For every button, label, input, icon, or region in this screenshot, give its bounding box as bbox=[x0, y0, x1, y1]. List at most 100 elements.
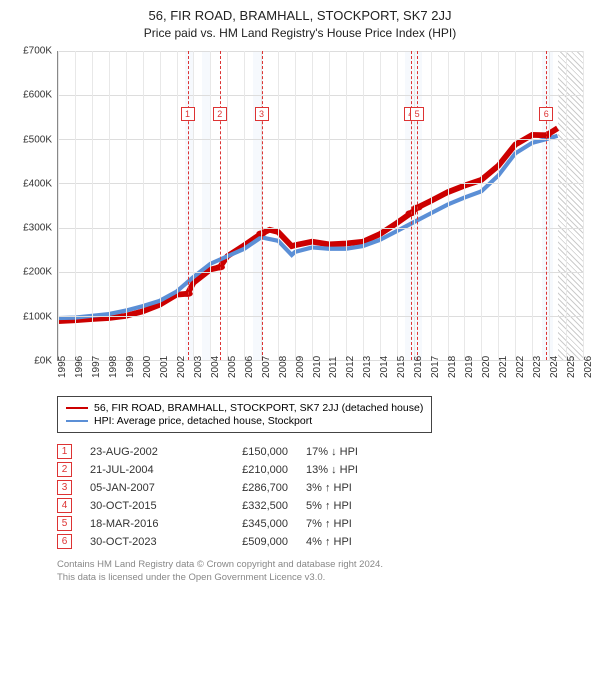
x-tick-label: 1999 bbox=[125, 356, 136, 378]
tx-badge: 1 bbox=[57, 444, 72, 459]
footer-line-1: Contains HM Land Registry data © Crown c… bbox=[57, 559, 588, 572]
marker-badge: 3 bbox=[255, 107, 269, 121]
gridline-v bbox=[515, 51, 516, 360]
gridline-v bbox=[397, 51, 398, 360]
y-tick-label: £400K bbox=[23, 178, 52, 189]
footer-attribution: Contains HM Land Registry data © Crown c… bbox=[57, 559, 588, 585]
gridline-v bbox=[143, 51, 144, 360]
gridline-h bbox=[58, 316, 583, 317]
x-tick-label: 2009 bbox=[295, 356, 306, 378]
gridline-v bbox=[126, 51, 127, 360]
y-tick-label: £500K bbox=[23, 134, 52, 145]
marker-badge: 2 bbox=[213, 107, 227, 121]
x-tick-label: 2018 bbox=[447, 356, 458, 378]
transaction-row: 221-JUL-2004£210,00013% ↓ HPI bbox=[57, 462, 588, 477]
legend: 56, FIR ROAD, BRAMHALL, STOCKPORT, SK7 2… bbox=[57, 396, 432, 433]
gridline-v bbox=[346, 51, 347, 360]
x-tick-label: 2000 bbox=[142, 356, 153, 378]
x-tick-label: 2006 bbox=[244, 356, 255, 378]
gridline-v bbox=[109, 51, 110, 360]
x-tick-label: 2016 bbox=[413, 356, 424, 378]
gridline-v bbox=[75, 51, 76, 360]
x-tick-label: 2026 bbox=[583, 356, 594, 378]
tx-price: £150,000 bbox=[208, 446, 288, 458]
gridline-v bbox=[498, 51, 499, 360]
gridline-v bbox=[278, 51, 279, 360]
gridline-v bbox=[92, 51, 93, 360]
series-subject bbox=[58, 128, 558, 321]
x-tick-label: 1996 bbox=[74, 356, 85, 378]
marker-badge: 1 bbox=[181, 107, 195, 121]
marker-line bbox=[411, 51, 412, 360]
y-tick-label: £700K bbox=[23, 46, 52, 57]
tx-delta: 13% ↓ HPI bbox=[306, 464, 396, 476]
tx-price: £286,700 bbox=[208, 482, 288, 494]
gridline-v bbox=[566, 51, 567, 360]
gridline-v bbox=[244, 51, 245, 360]
y-tick-label: £600K bbox=[23, 90, 52, 101]
gridline-v bbox=[448, 51, 449, 360]
gridline-v bbox=[532, 51, 533, 360]
gridline-v bbox=[549, 51, 550, 360]
marker-line bbox=[220, 51, 221, 360]
marker-line bbox=[188, 51, 189, 360]
transaction-row: 305-JAN-2007£286,7003% ↑ HPI bbox=[57, 480, 588, 495]
chart-container: 56, FIR ROAD, BRAMHALL, STOCKPORT, SK7 2… bbox=[0, 0, 600, 595]
transaction-row: 518-MAR-2016£345,0007% ↑ HPI bbox=[57, 516, 588, 531]
tx-badge: 3 bbox=[57, 480, 72, 495]
gridline-v bbox=[312, 51, 313, 360]
title-block: 56, FIR ROAD, BRAMHALL, STOCKPORT, SK7 2… bbox=[12, 8, 588, 40]
legend-row: HPI: Average price, detached house, Stoc… bbox=[66, 415, 423, 427]
tx-delta: 17% ↓ HPI bbox=[306, 446, 396, 458]
x-tick-label: 2005 bbox=[227, 356, 238, 378]
gridline-v bbox=[160, 51, 161, 360]
tx-price: £332,500 bbox=[208, 500, 288, 512]
gridline-v bbox=[193, 51, 194, 360]
x-tick-label: 2011 bbox=[328, 356, 339, 378]
gridline-v bbox=[481, 51, 482, 360]
tx-date: 05-JAN-2007 bbox=[90, 482, 190, 494]
x-tick-label: 1995 bbox=[57, 356, 68, 378]
x-tick-label: 2010 bbox=[312, 356, 323, 378]
tx-delta: 5% ↑ HPI bbox=[306, 500, 396, 512]
x-axis-labels: 1995199619971998199920002001200220032004… bbox=[57, 364, 583, 394]
tx-price: £509,000 bbox=[208, 536, 288, 548]
gridline-v bbox=[177, 51, 178, 360]
x-tick-label: 2012 bbox=[345, 356, 356, 378]
gridline-h bbox=[58, 139, 583, 140]
x-tick-label: 2007 bbox=[261, 356, 272, 378]
x-tick-label: 2021 bbox=[498, 356, 509, 378]
x-tick-label: 2025 bbox=[566, 356, 577, 378]
tx-delta: 4% ↑ HPI bbox=[306, 536, 396, 548]
y-tick-label: £300K bbox=[23, 223, 52, 234]
transaction-row: 430-OCT-2015£332,5005% ↑ HPI bbox=[57, 498, 588, 513]
legend-swatch bbox=[66, 420, 88, 422]
tx-badge: 4 bbox=[57, 498, 72, 513]
x-tick-label: 2022 bbox=[515, 356, 526, 378]
legend-swatch bbox=[66, 407, 88, 409]
gridline-v bbox=[210, 51, 211, 360]
marker-line bbox=[417, 51, 418, 360]
plot-area: 123456 bbox=[57, 51, 583, 361]
marker-line bbox=[262, 51, 263, 360]
gridline-v bbox=[414, 51, 415, 360]
gridline-v bbox=[363, 51, 364, 360]
gridline-v bbox=[295, 51, 296, 360]
gridline-h bbox=[58, 51, 583, 52]
transaction-row: 123-AUG-2002£150,00017% ↓ HPI bbox=[57, 444, 588, 459]
marker-badge: 5 bbox=[410, 107, 424, 121]
y-tick-label: £100K bbox=[23, 311, 52, 322]
footer-line-2: This data is licensed under the Open Gov… bbox=[57, 572, 588, 585]
x-tick-label: 2017 bbox=[430, 356, 441, 378]
gridline-h bbox=[58, 183, 583, 184]
x-tick-label: 2004 bbox=[210, 356, 221, 378]
transactions-table: 123-AUG-2002£150,00017% ↓ HPI221-JUL-200… bbox=[57, 444, 588, 549]
x-tick-label: 1997 bbox=[91, 356, 102, 378]
title-line-2: Price paid vs. HM Land Registry's House … bbox=[12, 26, 588, 40]
x-tick-label: 2019 bbox=[464, 356, 475, 378]
y-tick-label: £0K bbox=[34, 356, 52, 367]
gridline-h bbox=[58, 272, 583, 273]
legend-label: 56, FIR ROAD, BRAMHALL, STOCKPORT, SK7 2… bbox=[94, 402, 423, 414]
gridline-v bbox=[329, 51, 330, 360]
x-tick-label: 2015 bbox=[396, 356, 407, 378]
